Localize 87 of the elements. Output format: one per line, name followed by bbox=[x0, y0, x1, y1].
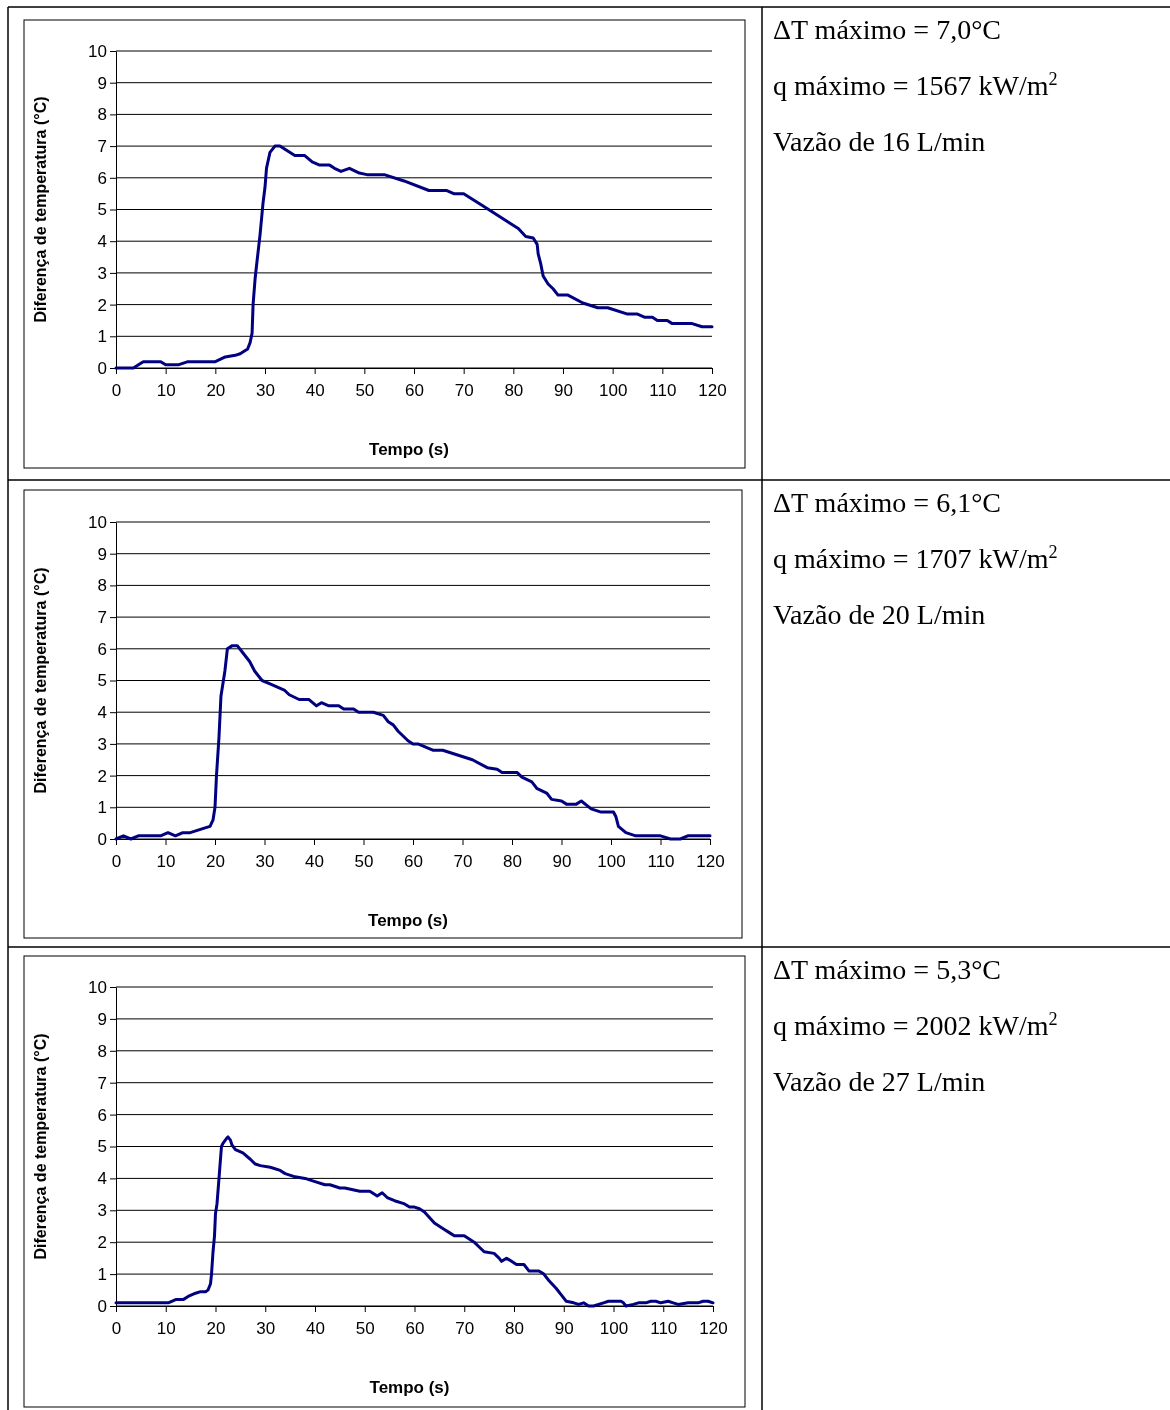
text: q máximo = 1707 kW/m$^{2}$ bbox=[773, 542, 1058, 574]
y-tick-label: 1 bbox=[97, 1265, 107, 1285]
y-tick-label: 1 bbox=[97, 798, 107, 818]
x-tick-label: 10 bbox=[156, 380, 176, 400]
x-tick-label: 60 bbox=[405, 1318, 425, 1338]
x-tick-label: 50 bbox=[354, 851, 374, 871]
x-tick-label: 70 bbox=[453, 851, 473, 871]
x-tick-label: 10 bbox=[156, 1318, 176, 1338]
y-tick-label: 0 bbox=[97, 829, 107, 849]
y-tick-label: 6 bbox=[97, 168, 107, 188]
x-tick-label: 20 bbox=[206, 851, 225, 871]
x-tick-label: 40 bbox=[305, 851, 324, 871]
x-tick-label: 70 bbox=[454, 380, 474, 400]
x-tick-label: 50 bbox=[355, 1318, 375, 1338]
y-tick-label: 7 bbox=[97, 608, 107, 628]
x-tick-label: 10 bbox=[156, 851, 176, 871]
x-tick-label: 100 bbox=[598, 380, 628, 400]
x-tick-label: 0 bbox=[111, 851, 122, 871]
y-tick-label: 5 bbox=[97, 671, 107, 691]
x-tick-label: 60 bbox=[405, 380, 424, 400]
x-tick-label: 30 bbox=[256, 380, 275, 400]
x-tick-label: 30 bbox=[256, 1318, 276, 1338]
x-tick-label: 100 bbox=[599, 1318, 629, 1338]
text: ΔT máximo = 6,1°C bbox=[773, 487, 1002, 518]
y-tick-label: 3 bbox=[97, 734, 107, 754]
x-tick-label: 80 bbox=[504, 380, 524, 400]
y-tick-label: 5 bbox=[97, 200, 107, 220]
x-tick-label: 60 bbox=[404, 851, 423, 871]
y-tick-label: 3 bbox=[97, 1201, 107, 1221]
x-axis-title: Tempo (s) bbox=[369, 440, 449, 459]
x-tick-label: 90 bbox=[554, 380, 573, 400]
x-tick-label: 0 bbox=[111, 1318, 122, 1338]
y-tick-label: 4 bbox=[97, 1169, 107, 1189]
x-tick-label: 90 bbox=[554, 1318, 574, 1338]
x-tick-label: 20 bbox=[206, 380, 226, 400]
y-tick-label: 10 bbox=[88, 41, 107, 61]
text: Vazão de 16 L/min bbox=[773, 126, 986, 157]
x-tick-label: 40 bbox=[305, 380, 325, 400]
y-axis-title: Diferença de temperatura (°C) bbox=[32, 567, 49, 794]
x-tick-label: 20 bbox=[206, 1318, 226, 1338]
text: q máximo = 1567 kW/m$^{2}$ bbox=[773, 69, 1058, 101]
y-tick-label: 8 bbox=[97, 105, 107, 125]
x-tick-label: 90 bbox=[552, 851, 572, 871]
x-tick-label: 120 bbox=[699, 1318, 728, 1338]
y-tick-label: 7 bbox=[97, 1073, 107, 1093]
y-tick-label: 6 bbox=[97, 1105, 107, 1125]
x-tick-label: 50 bbox=[355, 380, 375, 400]
x-tick-label: 110 bbox=[647, 851, 675, 871]
y-tick-label: 9 bbox=[97, 73, 107, 93]
x-tick-label: 70 bbox=[455, 1318, 475, 1338]
y-tick-label: 8 bbox=[97, 576, 107, 596]
x-tick-label: 110 bbox=[649, 380, 677, 400]
x-tick-label: 40 bbox=[306, 1318, 325, 1338]
y-tick-label: 5 bbox=[97, 1137, 107, 1157]
y-tick-label: 2 bbox=[97, 295, 107, 315]
x-tick-label: 120 bbox=[698, 380, 727, 400]
x-axis-title: Tempo (s) bbox=[368, 911, 448, 930]
text: q máximo = 2002 kW/m$^{2}$ bbox=[773, 1009, 1058, 1041]
y-tick-label: 2 bbox=[97, 766, 107, 786]
y-axis-title: Diferença de temperatura (°C) bbox=[32, 96, 49, 323]
x-tick-label: 30 bbox=[255, 851, 275, 871]
text: Vazão de 27 L/min bbox=[773, 1066, 986, 1097]
y-tick-label: 0 bbox=[97, 1296, 107, 1316]
text: ΔT máximo = 7,0°C bbox=[773, 14, 1002, 45]
y-tick-label: 8 bbox=[97, 1041, 107, 1061]
y-tick-label: 9 bbox=[97, 544, 107, 564]
y-tick-label: 7 bbox=[97, 137, 107, 157]
y-tick-label: 10 bbox=[88, 512, 107, 532]
text: Vazão de 20 L/min bbox=[773, 599, 986, 630]
y-tick-label: 9 bbox=[97, 1009, 107, 1029]
text: ΔT máximo = 5,3°C bbox=[773, 954, 1002, 985]
y-axis-title: Diferença de temperatura (°C) bbox=[32, 1033, 49, 1260]
y-tick-label: 10 bbox=[88, 977, 107, 997]
y-tick-label: 2 bbox=[97, 1233, 107, 1253]
y-tick-label: 0 bbox=[97, 358, 107, 378]
y-tick-label: 6 bbox=[97, 639, 107, 659]
x-tick-label: 0 bbox=[111, 380, 122, 400]
x-axis-title: Tempo (s) bbox=[369, 1378, 450, 1397]
x-tick-label: 80 bbox=[505, 1318, 524, 1338]
y-tick-label: 4 bbox=[97, 232, 107, 252]
x-tick-label: 100 bbox=[597, 851, 626, 871]
x-tick-label: 120 bbox=[696, 851, 725, 871]
y-tick-label: 4 bbox=[97, 703, 107, 723]
x-tick-label: 110 bbox=[650, 1318, 678, 1338]
y-tick-label: 3 bbox=[97, 263, 107, 283]
x-tick-label: 80 bbox=[503, 851, 522, 871]
y-tick-label: 1 bbox=[97, 327, 107, 347]
